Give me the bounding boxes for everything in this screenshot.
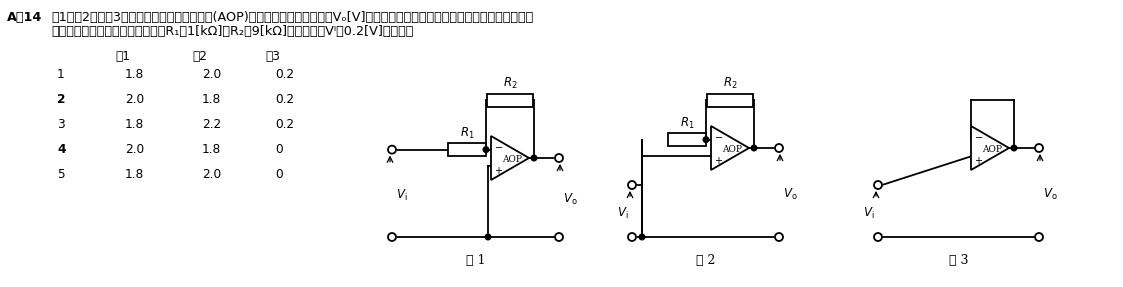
Circle shape [389,233,396,241]
Text: $R_1$: $R_1$ [459,125,474,141]
Text: 0: 0 [275,168,283,181]
Circle shape [639,234,645,240]
Text: 0.2: 0.2 [275,68,294,81]
Circle shape [775,144,783,152]
Text: $R_2$: $R_2$ [723,76,738,91]
Text: 1.8: 1.8 [202,143,221,156]
Polygon shape [971,126,1008,170]
Text: 0.2: 0.2 [275,118,294,131]
Text: 0.2: 0.2 [275,93,294,106]
Text: 2.0: 2.0 [125,143,144,156]
Text: $+$: $+$ [974,155,983,166]
Circle shape [775,233,783,241]
Text: 番号から選べ。ただし、抵抗R₁＝1[kΩ]、R₂＝9[kΩ]、入力電圧Vᴵを0.2[V]とする。: 番号から選べ。ただし、抵抗R₁＝1[kΩ]、R₂＝9[kΩ]、入力電圧Vᴵを0.… [51,25,413,38]
Text: 図2: 図2 [192,50,207,63]
Circle shape [555,233,563,241]
Circle shape [751,145,757,151]
Text: 図 3: 図 3 [949,254,968,267]
Text: 0: 0 [275,143,283,156]
Text: $+$: $+$ [714,155,723,166]
Text: $V_{\rm o}$: $V_{\rm o}$ [1043,187,1058,202]
Text: $-$: $-$ [714,131,723,141]
Text: $-$: $-$ [974,131,983,141]
Circle shape [874,181,882,189]
Text: A－14: A－14 [7,11,43,24]
Circle shape [1011,145,1016,151]
Text: 1.8: 1.8 [125,168,144,181]
Circle shape [389,146,396,154]
Text: 図 2: 図 2 [696,254,715,267]
Text: $V_{\rm i}$: $V_{\rm i}$ [396,188,408,203]
Text: 1.8: 1.8 [125,68,144,81]
Text: 2.0: 2.0 [202,68,221,81]
Bar [668,133,706,146]
Text: 1.8: 1.8 [125,118,144,131]
Text: AOP: AOP [722,144,742,154]
Bar [487,94,533,106]
Text: 3: 3 [57,118,65,131]
Bar [448,143,486,156]
Text: $V_{\rm i}$: $V_{\rm i}$ [618,205,629,220]
Text: 2.2: 2.2 [202,118,221,131]
Text: 図3: 図3 [265,50,280,63]
Text: 2: 2 [57,93,65,106]
Text: 2.0: 2.0 [202,168,221,181]
Text: 図1: 図1 [115,50,130,63]
Text: AOP: AOP [982,144,1002,154]
Circle shape [628,233,636,241]
Text: $R_2$: $R_2$ [503,76,518,91]
Text: $V_{\rm o}$: $V_{\rm o}$ [563,192,577,207]
Circle shape [628,181,636,189]
Text: $V_{\rm o}$: $V_{\rm o}$ [783,187,797,202]
Circle shape [703,137,709,142]
Circle shape [1035,233,1043,241]
Text: 図1、図2及び図3に示す理想的な演算増幅器(AOP)を用いた回路の出力電圧Vₒ[V]の大きさの値の組合せとして、正しいものを下の: 図1、図2及び図3に示す理想的な演算増幅器(AOP)を用いた回路の出力電圧Vₒ[… [51,11,533,24]
Polygon shape [711,126,749,170]
Circle shape [483,147,489,152]
Text: 2.0: 2.0 [125,93,144,106]
Bar [707,94,754,106]
Text: $V_{\rm i}$: $V_{\rm i}$ [864,205,875,220]
Text: 図 1: 図 1 [466,254,485,267]
Text: 1.8: 1.8 [202,93,221,106]
Circle shape [874,233,882,241]
Text: 1: 1 [57,68,65,81]
Circle shape [485,234,491,240]
Text: 4: 4 [57,143,65,156]
Circle shape [531,155,537,161]
Circle shape [1035,144,1043,152]
Text: 5: 5 [57,168,65,181]
Circle shape [555,154,563,162]
Text: $R_1$: $R_1$ [679,116,694,131]
Text: $-$: $-$ [494,141,503,151]
Polygon shape [491,136,529,180]
Text: $+$: $+$ [494,165,503,176]
Text: AOP: AOP [502,154,522,164]
